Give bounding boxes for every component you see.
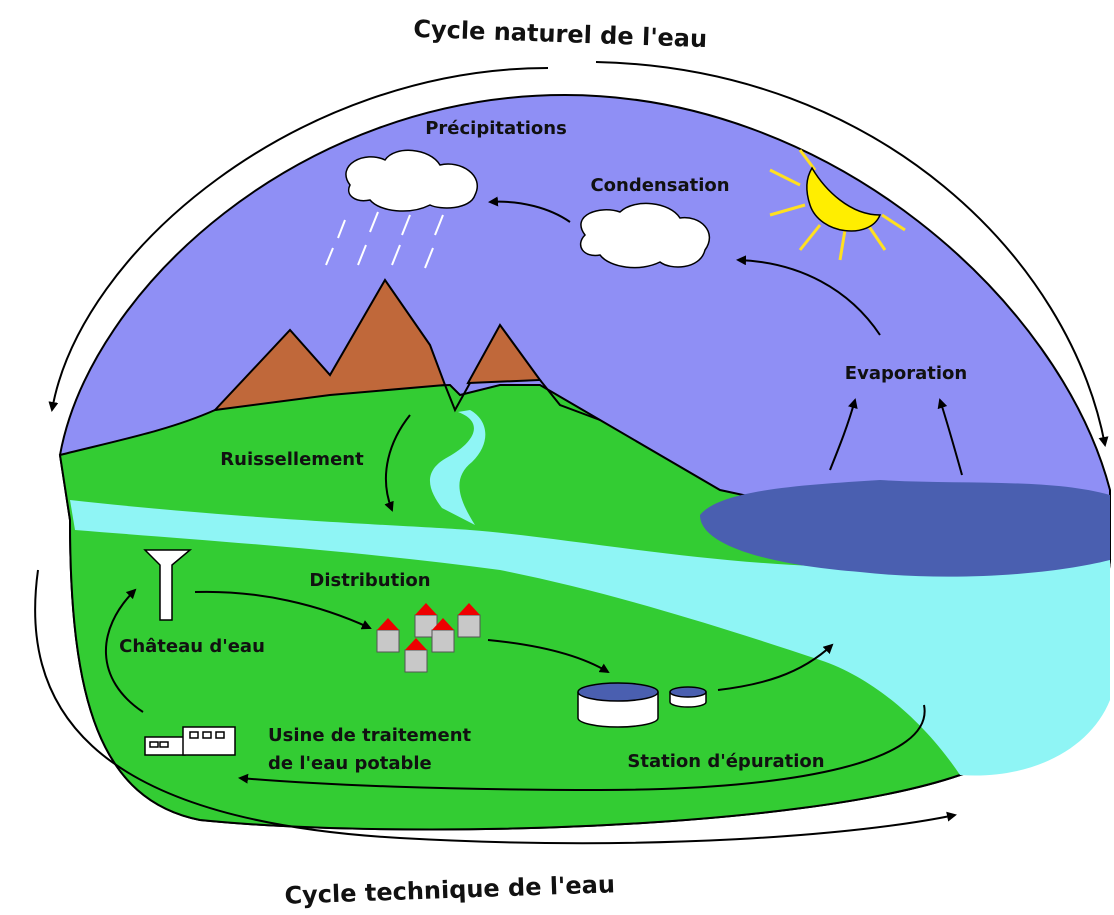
technical-cycle-title: Cycle technique de l'eau: [284, 870, 615, 910]
label: Station d'épuration: [627, 751, 824, 772]
label: Distribution: [309, 570, 430, 591]
label: Château d'eau: [119, 636, 265, 657]
label: Evaporation: [845, 363, 967, 384]
label: de l'eau potable: [268, 753, 432, 774]
water-cycle-diagram: Cycle naturel de l'eau Cycle technique d…: [0, 0, 1114, 915]
label: Condensation: [590, 175, 729, 196]
label: Précipitations: [425, 118, 567, 139]
natural-cycle-title: Cycle naturel de l'eau: [413, 15, 708, 53]
label: Ruissellement: [220, 449, 364, 470]
label: Usine de traitement: [268, 725, 472, 746]
